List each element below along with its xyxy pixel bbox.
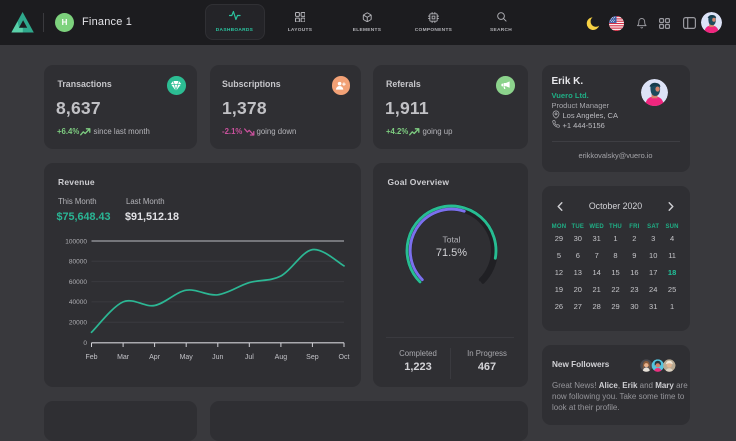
svg-text:100000: 100000 bbox=[65, 238, 87, 245]
svg-text:Jun: Jun bbox=[212, 354, 223, 361]
svg-text:20000: 20000 bbox=[69, 320, 87, 327]
svg-text:Jul: Jul bbox=[245, 354, 254, 361]
svg-text:Mar: Mar bbox=[117, 354, 130, 361]
svg-text:Oct: Oct bbox=[339, 354, 350, 361]
svg-text:Apr: Apr bbox=[149, 354, 161, 361]
svg-text:60000: 60000 bbox=[69, 279, 87, 286]
svg-text:May: May bbox=[180, 354, 194, 361]
svg-text:Total: Total bbox=[443, 235, 461, 245]
svg-text:0: 0 bbox=[83, 340, 87, 347]
svg-text:Feb: Feb bbox=[85, 354, 97, 361]
svg-text:40000: 40000 bbox=[69, 299, 87, 306]
svg-text:80000: 80000 bbox=[69, 259, 87, 266]
svg-text:Sep: Sep bbox=[306, 354, 319, 361]
svg-text:Aug: Aug bbox=[275, 354, 288, 361]
svg-text:71.5%: 71.5% bbox=[436, 247, 467, 259]
